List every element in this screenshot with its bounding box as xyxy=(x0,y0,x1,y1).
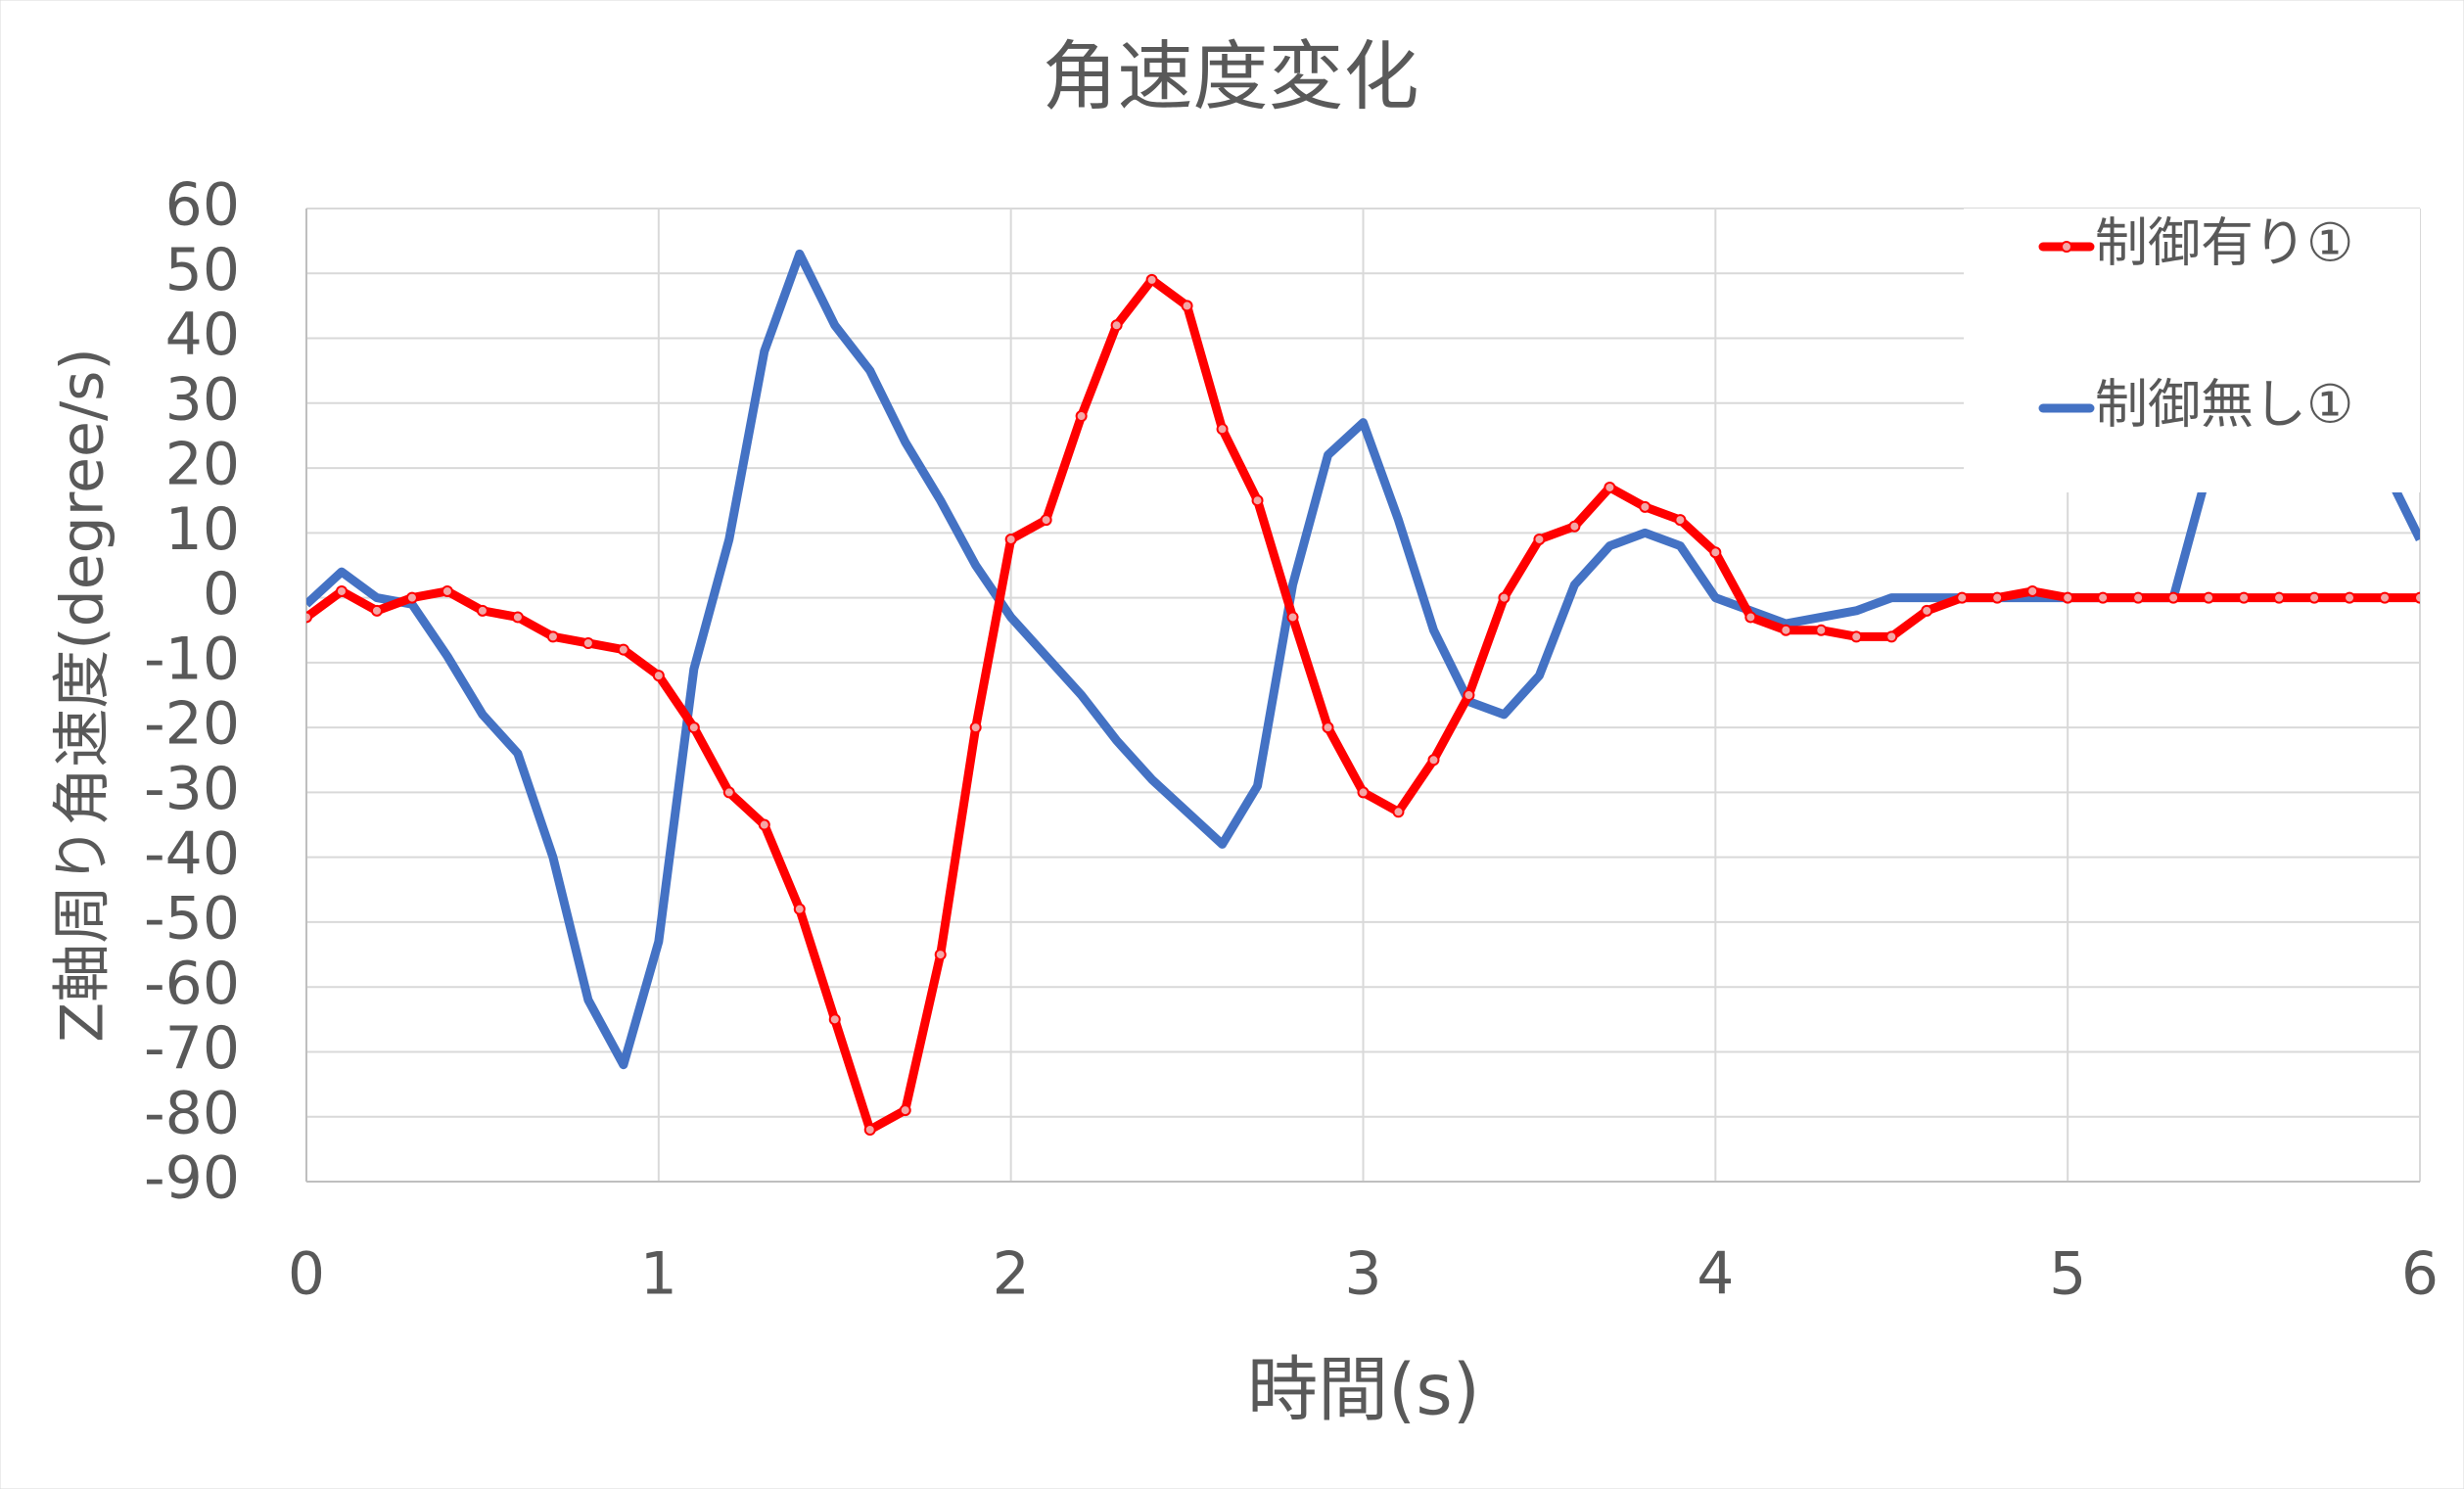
marker xyxy=(1145,273,1158,286)
marker xyxy=(934,949,947,961)
y-tick-label: 30 xyxy=(165,365,240,434)
marker xyxy=(1815,624,1828,636)
y-tick-label: -30 xyxy=(144,755,240,823)
marker xyxy=(1604,481,1616,493)
y-tick-label: -90 xyxy=(144,1144,240,1213)
y-tick-label: -80 xyxy=(144,1079,240,1147)
marker xyxy=(1956,591,1969,604)
legend-label: 制御無し① xyxy=(2095,374,2353,436)
y-tick-label: -70 xyxy=(144,1014,240,1083)
marker xyxy=(2379,591,2392,604)
marker xyxy=(1004,533,1017,545)
marker xyxy=(370,604,383,617)
marker xyxy=(1885,630,1898,643)
plot-area xyxy=(306,249,2420,1136)
marker xyxy=(1709,546,1722,559)
x-tick-label: 5 xyxy=(2049,1240,2086,1309)
y-tick-label: -40 xyxy=(144,819,240,888)
marker xyxy=(828,1013,841,1026)
marker xyxy=(2167,591,2180,604)
marker xyxy=(899,1104,911,1117)
legend-marker xyxy=(2061,241,2072,253)
marker xyxy=(2273,591,2286,604)
x-tick-label: 3 xyxy=(1344,1240,1381,1309)
marker xyxy=(1286,611,1299,624)
marker xyxy=(687,721,700,734)
marker xyxy=(1110,319,1123,332)
marker xyxy=(793,903,806,915)
marker xyxy=(1216,423,1229,436)
marker xyxy=(2414,591,2420,604)
y-tick-label: 20 xyxy=(165,431,240,499)
marker xyxy=(1533,533,1546,545)
marker xyxy=(2097,591,2110,604)
marker xyxy=(511,611,524,624)
marker xyxy=(2344,591,2356,604)
y-axis-label: Z軸周り角速度(degree/s) xyxy=(49,348,117,1043)
marker xyxy=(441,584,453,597)
marker xyxy=(652,670,665,682)
grid xyxy=(305,208,2421,1183)
marker xyxy=(969,721,982,734)
marker xyxy=(617,643,629,656)
marker xyxy=(1850,630,1863,643)
marker xyxy=(1498,591,1511,604)
marker xyxy=(476,604,488,617)
marker xyxy=(1744,611,1757,624)
y-tick-label: -60 xyxy=(144,950,240,1018)
marker xyxy=(546,630,559,643)
marker xyxy=(1357,786,1370,799)
marker xyxy=(581,636,594,649)
marker xyxy=(1921,604,1933,617)
y-tick-label: 10 xyxy=(165,495,240,564)
x-tick-label: 4 xyxy=(1697,1240,1734,1309)
marker xyxy=(722,786,735,799)
marker xyxy=(1639,500,1651,513)
x-tick-label: 1 xyxy=(640,1240,677,1309)
marker xyxy=(1674,514,1687,527)
marker xyxy=(1181,300,1193,312)
marker xyxy=(1991,591,2004,604)
marker xyxy=(1392,806,1405,818)
x-axis-label: 時間(s) xyxy=(1247,1349,1480,1431)
marker xyxy=(758,818,770,831)
x-tick-label: 6 xyxy=(2401,1240,2439,1309)
x-tick-label: 0 xyxy=(288,1240,325,1309)
marker xyxy=(1075,410,1088,423)
legend: 制御有り① 制御無し① xyxy=(1964,209,2420,492)
marker xyxy=(2238,591,2251,604)
legend-box xyxy=(1964,209,2420,492)
marker xyxy=(2203,591,2215,604)
marker xyxy=(1568,520,1581,533)
marker xyxy=(405,591,418,604)
y-tick-label: 60 xyxy=(165,171,240,240)
marker xyxy=(2132,591,2145,604)
legend-label: 制御有り① xyxy=(2095,212,2353,274)
marker xyxy=(306,611,312,624)
marker xyxy=(2062,591,2074,604)
y-tick-label: 50 xyxy=(165,236,240,304)
y-tick-label: 40 xyxy=(165,301,240,369)
marker xyxy=(1780,624,1792,636)
x-tick-label: 2 xyxy=(993,1240,1030,1309)
marker xyxy=(1427,754,1440,767)
marker xyxy=(2026,584,2039,597)
marker xyxy=(2308,591,2321,604)
y-tick-label: -20 xyxy=(144,690,240,759)
marker xyxy=(1040,514,1052,527)
chart-title: 角速度変化 xyxy=(1043,34,1419,121)
marker xyxy=(1251,494,1264,507)
marker xyxy=(335,584,348,597)
y-tick-label: -50 xyxy=(144,885,240,954)
y-tick-label: -10 xyxy=(144,625,240,693)
marker xyxy=(1322,721,1334,734)
marker xyxy=(863,1123,876,1136)
marker xyxy=(1463,689,1475,701)
y-tick-label: 0 xyxy=(203,560,240,628)
